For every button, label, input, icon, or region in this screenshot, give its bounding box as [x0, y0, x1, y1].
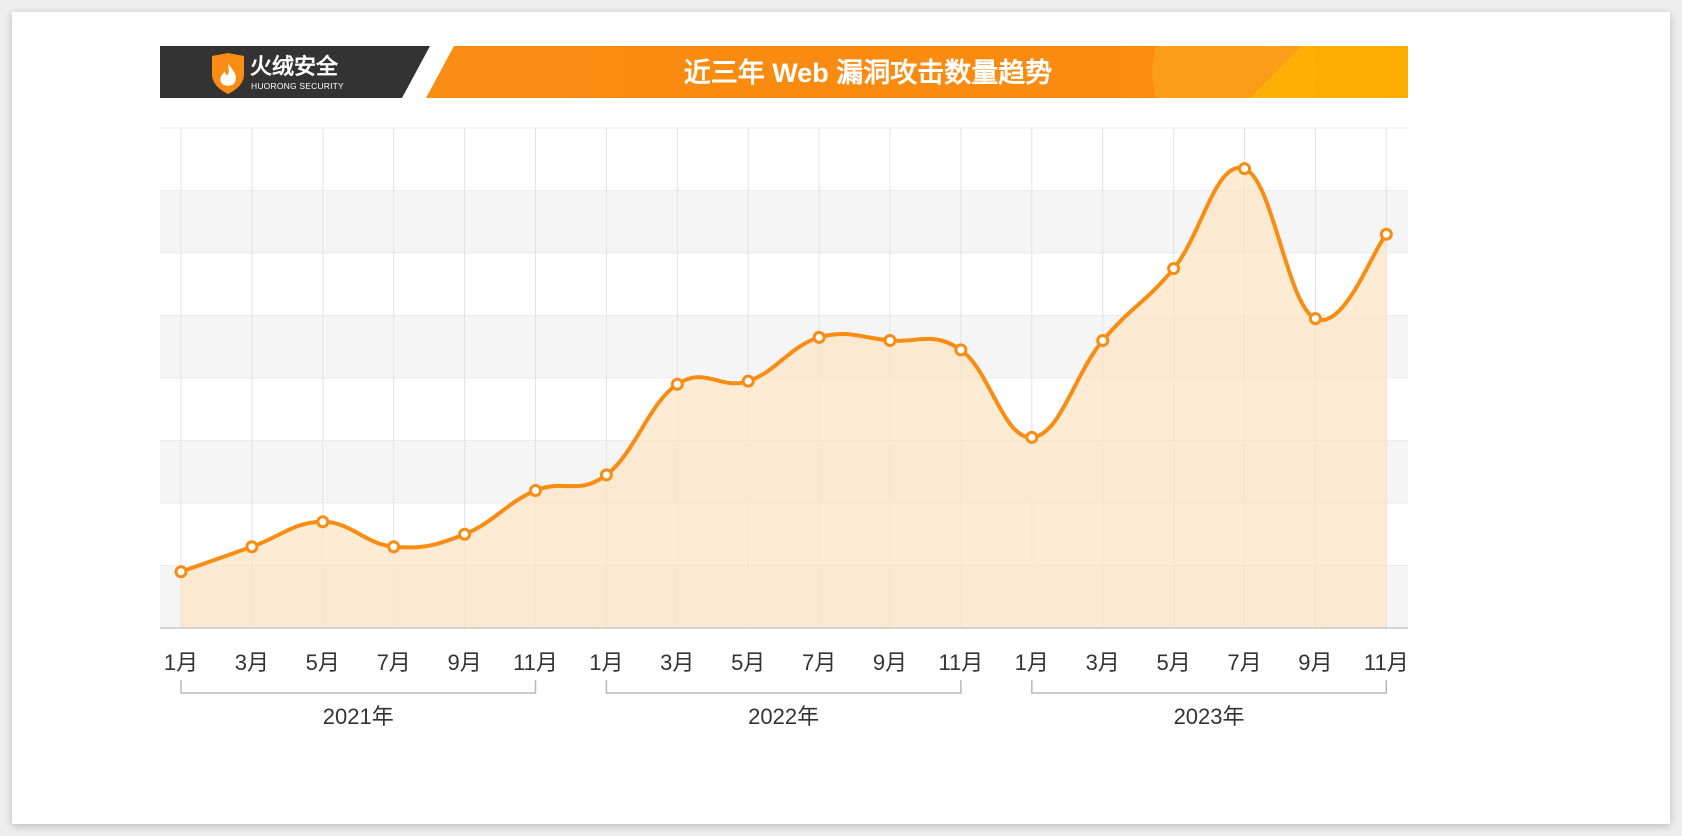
data-point	[316, 515, 330, 529]
chart-card: 火绒安全 HUORONG SECURITY 近三年 Web 漏洞攻击数量趋势 1…	[12, 12, 1670, 824]
year-groups: 2021年 2022年 2023年	[180, 680, 1388, 729]
flame-icon	[220, 64, 236, 86]
data-point	[1379, 227, 1393, 241]
data-point	[741, 374, 755, 388]
data-point	[1025, 430, 1039, 444]
x-tick-label: 3月	[1086, 650, 1120, 675]
x-tick-label: 1月	[589, 650, 623, 675]
year-bracket	[605, 680, 962, 694]
plot-band	[160, 128, 1408, 191]
trend-chart: 火绒安全 HUORONG SECURITY 近三年 Web 漏洞攻击数量趋势 1…	[160, 12, 1670, 729]
data-point	[245, 540, 259, 554]
x-tick-label: 1月	[1015, 650, 1049, 675]
banner-decor-stripe	[1250, 46, 1408, 98]
x-tick-label: 11月	[1364, 650, 1409, 675]
x-tick-label: 3月	[660, 650, 694, 675]
year-label: 2021年	[323, 704, 394, 729]
x-tick-label: 7月	[377, 650, 411, 675]
data-points	[174, 162, 1393, 579]
x-tick-label: 9月	[873, 650, 907, 675]
trend-area	[181, 167, 1387, 628]
brand-name-en: HUORONG SECURITY	[251, 81, 344, 91]
x-tick-label: 5月	[306, 650, 340, 675]
chart-title: 近三年 Web 漏洞攻击数量趋势	[684, 57, 1053, 88]
x-tick-label: 11月	[938, 650, 983, 675]
data-point	[1167, 262, 1181, 276]
x-tick-label: 9月	[447, 650, 481, 675]
data-point	[812, 330, 826, 344]
year-label: 2023年	[1174, 704, 1245, 729]
data-point	[883, 334, 897, 347]
x-tick-label: 7月	[802, 650, 836, 675]
data-point	[954, 343, 968, 357]
data-point	[387, 540, 401, 554]
x-tick-label: 1月	[164, 650, 198, 675]
banner-mask-top	[160, 12, 1408, 46]
data-point	[1238, 162, 1251, 176]
shield-icon	[212, 53, 244, 94]
data-point	[529, 484, 542, 497]
banner-mask-bottom	[160, 98, 1408, 128]
x-tick-labels: 1月 3月 5月 7月 9月 11月 1月 3月 5月 7月 9月 11月 1月 3月 5月 7月 9月 11月	[164, 650, 1409, 675]
year-bracket	[1031, 680, 1388, 694]
x-tick-label: 5月	[731, 650, 765, 675]
brand-logo: 火绒安全 HUORONG SECURITY	[212, 53, 344, 94]
data-point	[1308, 312, 1322, 326]
brand-name-cn: 火绒安全	[250, 54, 339, 79]
x-tick-label: 7月	[1227, 650, 1261, 675]
x-tick-label: 11月	[513, 650, 558, 675]
year-bracket	[180, 680, 537, 694]
banner-mask	[1408, 12, 1670, 132]
x-tick-label: 9月	[1298, 650, 1332, 675]
data-point	[599, 468, 613, 482]
header-bar: 火绒安全 HUORONG SECURITY 近三年 Web 漏洞攻击数量趋势	[160, 12, 1670, 154]
data-point	[670, 377, 684, 391]
year-label: 2022年	[748, 704, 819, 729]
data-point	[458, 527, 472, 541]
x-tick-label: 5月	[1156, 650, 1190, 675]
data-point	[1096, 334, 1110, 347]
data-point	[174, 565, 188, 579]
x-tick-label: 3月	[235, 650, 269, 675]
